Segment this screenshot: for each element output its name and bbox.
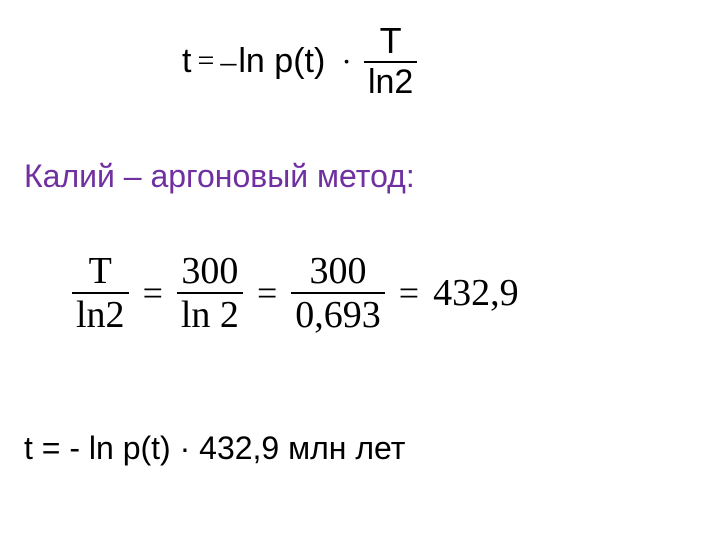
method-heading: Калий – аргоновый метод: bbox=[24, 158, 415, 195]
formula-middle-row: T ln2 = 300 ln 2 = 300 0,693 = 432,9 bbox=[72, 238, 519, 348]
fraction-numerator: T bbox=[376, 21, 406, 61]
multiplication-dot: · bbox=[325, 43, 364, 80]
fraction-1: T ln2 bbox=[72, 250, 129, 336]
fraction-denominator: ln2 bbox=[72, 294, 129, 336]
formula-middle: T ln2 = 300 ln 2 = 300 0,693 = 432,9 bbox=[72, 238, 519, 348]
fraction-numerator: 300 bbox=[306, 250, 371, 292]
fraction-denominator: 0,693 bbox=[291, 294, 385, 336]
fraction-t-over-ln2: T ln2 bbox=[364, 21, 417, 101]
fraction-3: 300 0,693 bbox=[291, 250, 385, 336]
formula-top: t = – ln p(t) · T ln2 bbox=[182, 18, 417, 104]
equals-sign: = bbox=[191, 44, 220, 78]
formula1-lhs: t bbox=[182, 42, 191, 81]
equals-sign: = bbox=[243, 272, 291, 314]
result-value: 432,9 bbox=[433, 271, 519, 315]
minus-sign: – bbox=[220, 43, 238, 80]
fraction-denominator: ln2 bbox=[364, 63, 417, 101]
ln-p-of-t: ln p(t) bbox=[238, 42, 325, 81]
equals-sign: = bbox=[385, 272, 433, 314]
fraction-numerator: 300 bbox=[177, 250, 242, 292]
final-equation-text: t = - ln p(t) · 432,9 млн лет bbox=[24, 430, 405, 467]
fraction-2: 300 ln 2 bbox=[177, 250, 243, 336]
fraction-numerator: T bbox=[85, 250, 116, 292]
fraction-denominator: ln 2 bbox=[177, 294, 243, 336]
equals-sign: = bbox=[129, 272, 177, 314]
formula-top-row: t = – ln p(t) · T ln2 bbox=[182, 18, 417, 104]
